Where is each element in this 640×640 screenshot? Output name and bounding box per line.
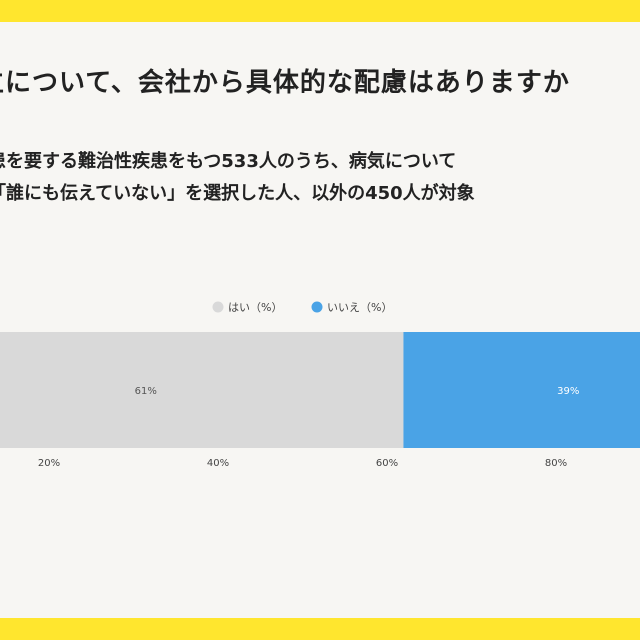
bar-no[interactable]	[403, 332, 640, 448]
bar-label-no: 39%	[557, 386, 579, 397]
bar-label-yes: 61%	[135, 386, 157, 397]
subtitle-line-1: 患を要する難治性疾患をもつ533人のうち、病気について	[0, 151, 457, 172]
x-axis: 20% 40% 60% 80%	[38, 458, 567, 469]
page-title: 立について、会社から具体的な配慮はありますか	[0, 68, 570, 98]
x-tick-80: 80%	[545, 458, 567, 469]
top-border	[0, 0, 640, 22]
legend-item-yes[interactable]: はい（%）	[212, 301, 283, 314]
subtitle-line-2: 「誰にも伝えていない」を選択した人、以外の450人が対象	[0, 183, 475, 204]
x-tick-20: 20%	[38, 458, 60, 469]
legend: はい（%） いいえ（%）	[212, 301, 393, 314]
x-tick-40: 40%	[207, 458, 229, 469]
stacked-bar-chart: はい（%） いいえ（%） 61% 39% 20% 40% 60% 80%	[0, 301, 640, 469]
legend-item-no[interactable]: いいえ（%）	[311, 301, 393, 314]
legend-label-no: いいえ（%）	[327, 301, 392, 314]
legend-marker-no	[311, 301, 323, 313]
x-tick-60: 60%	[376, 458, 398, 469]
bars: 61% 39%	[0, 332, 640, 448]
bottom-border	[0, 618, 640, 640]
legend-label-yes: はい（%）	[228, 301, 282, 314]
bar-yes[interactable]	[0, 332, 404, 448]
legend-marker-yes	[212, 301, 224, 313]
